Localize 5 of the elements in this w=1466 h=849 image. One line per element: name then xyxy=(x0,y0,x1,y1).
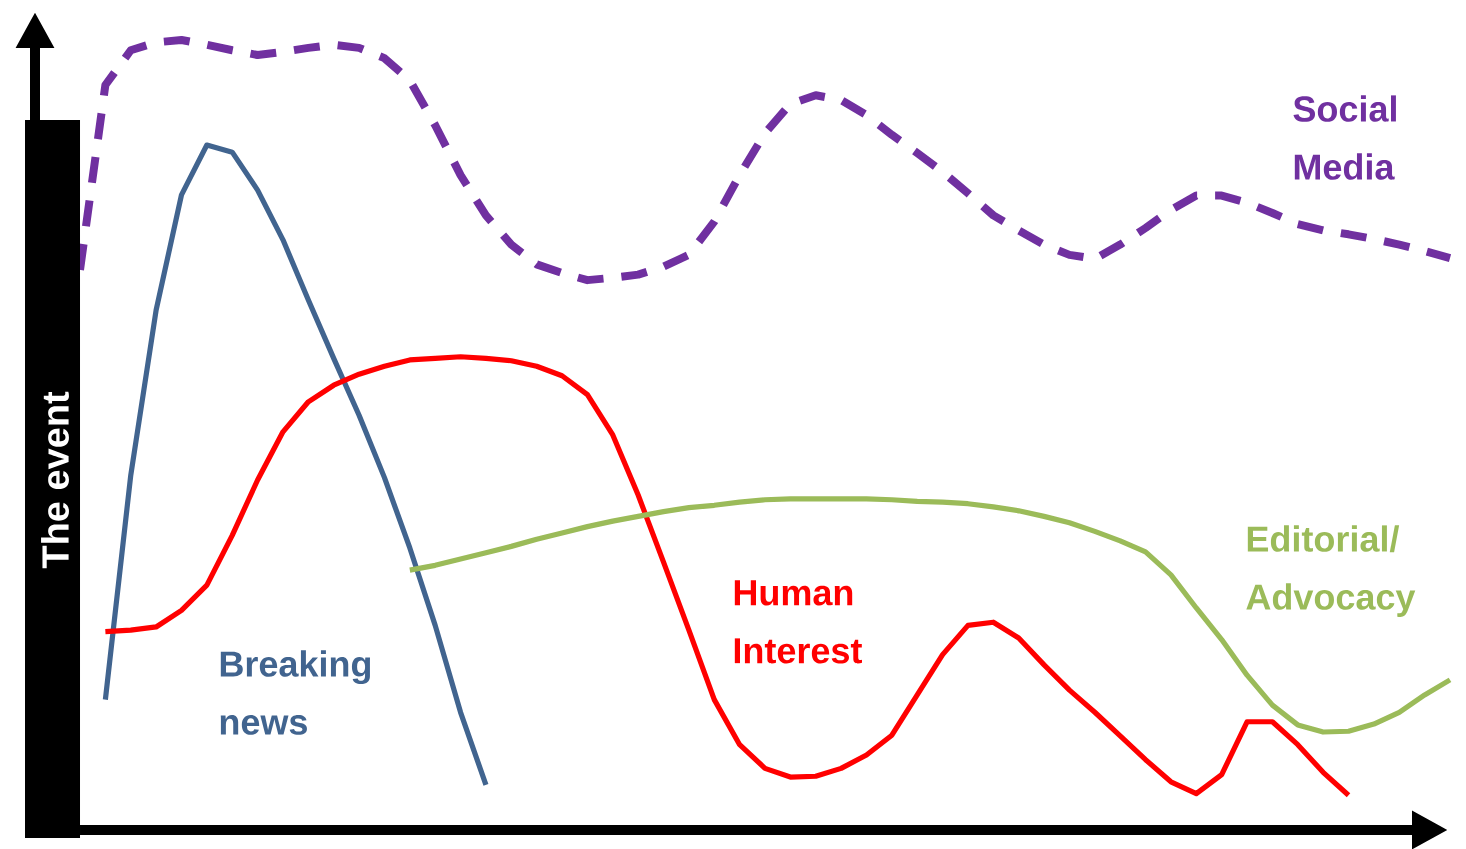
series-label: Social Media xyxy=(1293,95,1396,180)
y-axis-title: The event xyxy=(41,391,69,569)
series-label: Human Interest xyxy=(734,580,862,664)
series-label: Editorial/ Advocacy xyxy=(1246,525,1416,617)
series-label: Breaking news xyxy=(220,650,371,735)
